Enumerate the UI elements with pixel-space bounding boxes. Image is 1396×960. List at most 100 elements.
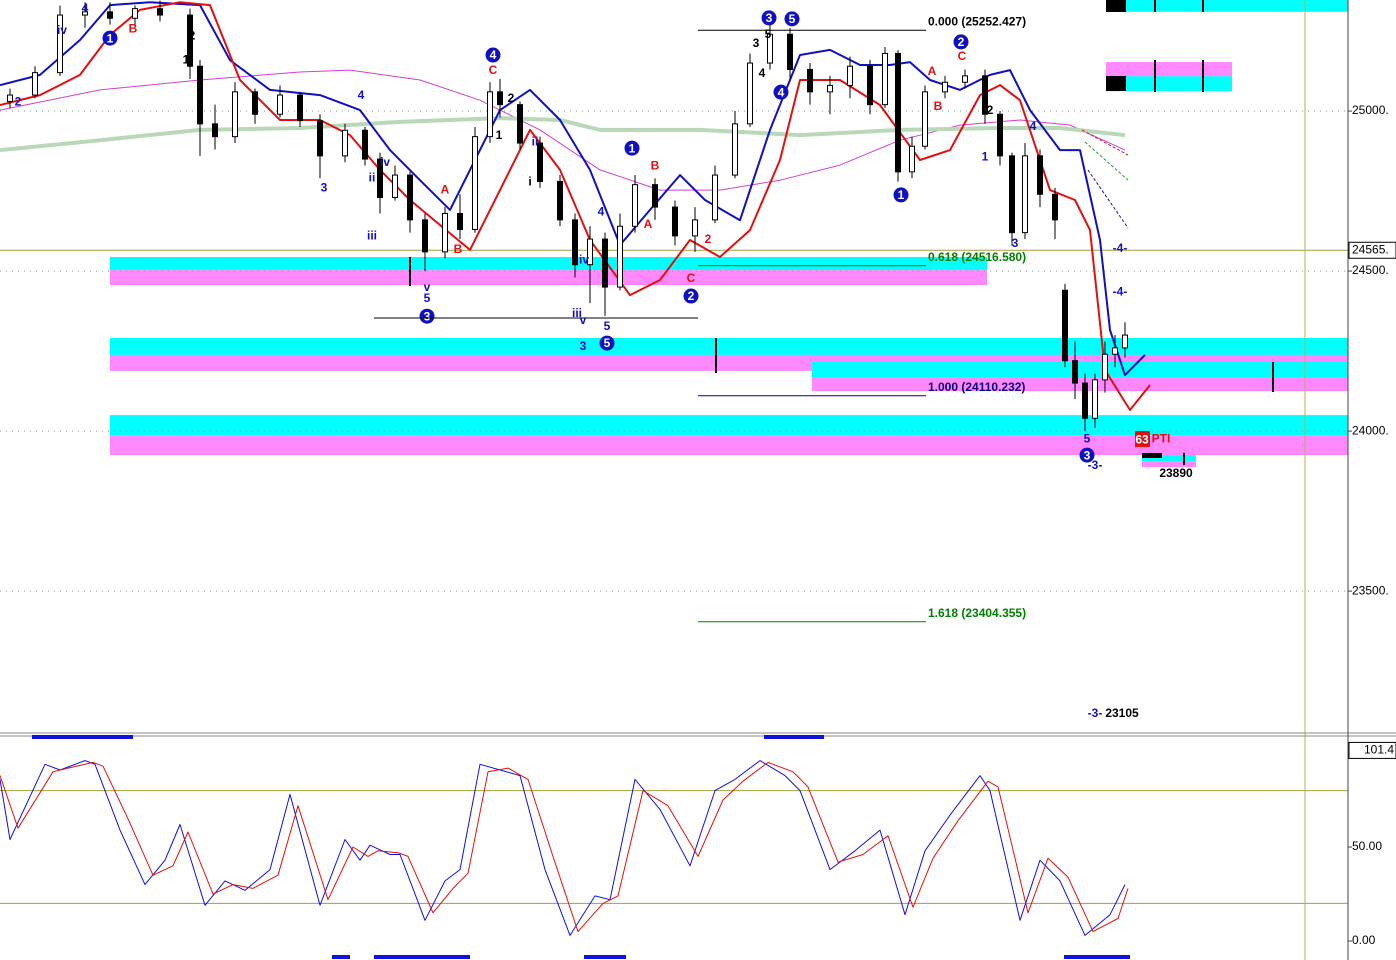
candle-body — [962, 75, 968, 83]
wave-circle — [485, 47, 501, 63]
zone-marker — [1106, 76, 1126, 91]
candle-body — [407, 174, 413, 221]
candle-body — [497, 91, 503, 106]
wave-label: 2 — [688, 289, 695, 303]
wave-label: 1 — [982, 149, 989, 163]
wave-label: v — [580, 313, 587, 327]
indicator-line — [0, 69, 1126, 191]
candle-body — [982, 75, 988, 115]
wave-label: 1 — [183, 52, 190, 66]
fib-label: 0.618 (24516.580) — [928, 250, 1026, 264]
zone-cyan — [1142, 455, 1196, 462]
candle-body — [847, 65, 853, 86]
zone-magenta — [110, 435, 1348, 456]
wave-label: B — [934, 99, 943, 113]
wave-label: ii — [369, 170, 376, 184]
wave-label: C — [687, 271, 696, 285]
labels: 25000. 24500. 24000. 23500. 24565. 0.000 (252… — [15, 1, 1396, 947]
wave-label: 5 — [604, 336, 611, 350]
candle-body — [32, 72, 38, 96]
indicator-line — [0, 1, 1151, 411]
candle-body — [652, 184, 658, 208]
zones — [110, 0, 1348, 468]
wave-label: 4 — [358, 88, 365, 102]
wave-circle — [953, 34, 969, 50]
badge-label: 63 — [1135, 432, 1149, 446]
wave-label: A — [441, 182, 450, 196]
wave-label: -4- — [1113, 241, 1128, 255]
wave-label: 5 — [789, 12, 796, 26]
candle-body — [1112, 347, 1118, 355]
candle-body — [277, 94, 283, 115]
wave-label: 4 — [598, 204, 605, 218]
y-tick-label: 0.00 — [1352, 933, 1376, 947]
candle-body — [57, 14, 63, 74]
y-tick-label: 24000. — [1352, 423, 1389, 437]
wave-label: 23105 — [1105, 706, 1139, 720]
candle-body — [487, 91, 493, 138]
wave-label: 1 — [107, 31, 114, 45]
wave-label: 3 — [1012, 236, 1019, 250]
candle-body — [1122, 334, 1128, 349]
candles — [7, 0, 1128, 432]
signal-bar — [332, 955, 350, 959]
wave-label: iv — [380, 155, 390, 169]
candle-body — [747, 62, 753, 125]
zone-cyan — [1106, 76, 1232, 92]
wave-label: 1 — [898, 188, 905, 202]
candle-body — [827, 84, 833, 93]
wave-label: iv — [579, 252, 589, 266]
wave-label: ii — [532, 134, 539, 148]
wave-label: 2 — [958, 35, 965, 49]
projections — [1081, 129, 1129, 229]
wave-label: -4- — [1113, 284, 1128, 298]
candle-body — [712, 174, 718, 221]
wave-label: iii — [367, 228, 377, 242]
candle-body — [602, 238, 608, 288]
wave-label: 2 — [987, 103, 994, 117]
badge-box — [1135, 431, 1150, 448]
wave-label: PTI — [1152, 431, 1171, 445]
wave-label: 2 — [15, 94, 22, 108]
candle-body — [517, 104, 523, 144]
candle-body — [342, 129, 348, 157]
y-tick-label: 23500. — [1352, 583, 1389, 597]
candle-body — [617, 225, 623, 288]
wave-label: 2 — [508, 91, 515, 105]
wave-label: i — [528, 174, 531, 188]
wave-label: 5 — [424, 291, 431, 305]
candle-body — [82, 11, 88, 16]
candle-body — [1072, 360, 1078, 384]
candle-body — [187, 14, 193, 67]
wave-label: B — [651, 158, 660, 172]
indicator-line — [0, 1, 1146, 377]
candle-body — [392, 174, 398, 198]
zone-marker — [1142, 453, 1162, 458]
candle-body — [457, 212, 463, 230]
wave-label: 3 — [321, 180, 328, 194]
candle-body — [422, 219, 428, 253]
wave-label: iv — [57, 23, 67, 37]
candle-body — [632, 184, 638, 227]
candle-body — [767, 33, 773, 64]
zone-cyan — [110, 256, 987, 271]
zone-magenta — [110, 270, 987, 286]
wave-circle — [1079, 447, 1095, 463]
wave-label: v — [424, 280, 431, 294]
wave-label: 4 — [490, 48, 497, 62]
candle-body — [297, 94, 303, 122]
candle-body — [377, 158, 383, 198]
last-value-label: 101.4 — [1364, 743, 1394, 757]
last-value-box — [1348, 741, 1396, 759]
fib-label: 0.000 (25252.427) — [928, 14, 1026, 28]
wave-label: 5 — [604, 319, 611, 333]
wave-label: 4 — [82, 1, 89, 15]
y-tick-label: 24500. — [1352, 263, 1389, 277]
y-tick-label: 25000. — [1352, 103, 1389, 117]
candle-body — [1052, 193, 1058, 221]
last-price-box — [1348, 241, 1396, 259]
wave-label: -3- — [1088, 706, 1103, 720]
wave-label: 1 — [496, 128, 503, 142]
wave-label: iii — [572, 306, 582, 320]
